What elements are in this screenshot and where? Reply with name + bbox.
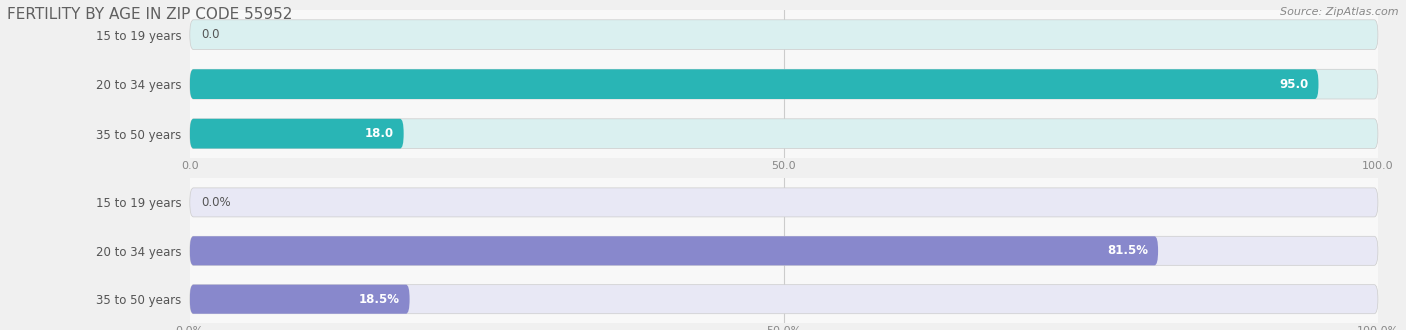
Text: 18.5%: 18.5% — [359, 293, 401, 306]
FancyBboxPatch shape — [190, 188, 1378, 217]
FancyBboxPatch shape — [190, 285, 1378, 314]
Text: Source: ZipAtlas.com: Source: ZipAtlas.com — [1281, 7, 1399, 16]
FancyBboxPatch shape — [190, 119, 404, 148]
Text: 81.5%: 81.5% — [1108, 244, 1149, 257]
Text: 18.0: 18.0 — [366, 127, 394, 140]
FancyBboxPatch shape — [190, 69, 1378, 99]
FancyBboxPatch shape — [190, 119, 1378, 148]
FancyBboxPatch shape — [190, 20, 1378, 50]
Text: 95.0: 95.0 — [1279, 78, 1309, 91]
FancyBboxPatch shape — [190, 236, 1378, 265]
Text: FERTILITY BY AGE IN ZIP CODE 55952: FERTILITY BY AGE IN ZIP CODE 55952 — [7, 7, 292, 21]
FancyBboxPatch shape — [190, 69, 1319, 99]
FancyBboxPatch shape — [190, 236, 1159, 265]
Text: 0.0%: 0.0% — [201, 196, 232, 209]
FancyBboxPatch shape — [190, 285, 409, 314]
Text: 0.0: 0.0 — [201, 28, 221, 41]
